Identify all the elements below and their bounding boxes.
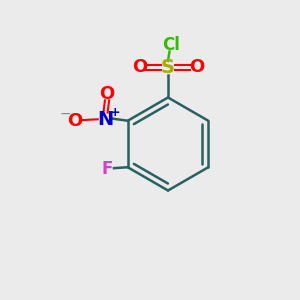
Text: O: O bbox=[132, 58, 147, 76]
Text: −: − bbox=[60, 107, 71, 121]
Text: +: + bbox=[110, 106, 120, 119]
Text: O: O bbox=[99, 85, 114, 103]
Text: N: N bbox=[97, 110, 113, 129]
Text: Cl: Cl bbox=[162, 36, 180, 54]
Text: O: O bbox=[189, 58, 204, 76]
Text: O: O bbox=[68, 112, 83, 130]
Text: F: F bbox=[102, 160, 113, 178]
Text: S: S bbox=[161, 58, 175, 77]
